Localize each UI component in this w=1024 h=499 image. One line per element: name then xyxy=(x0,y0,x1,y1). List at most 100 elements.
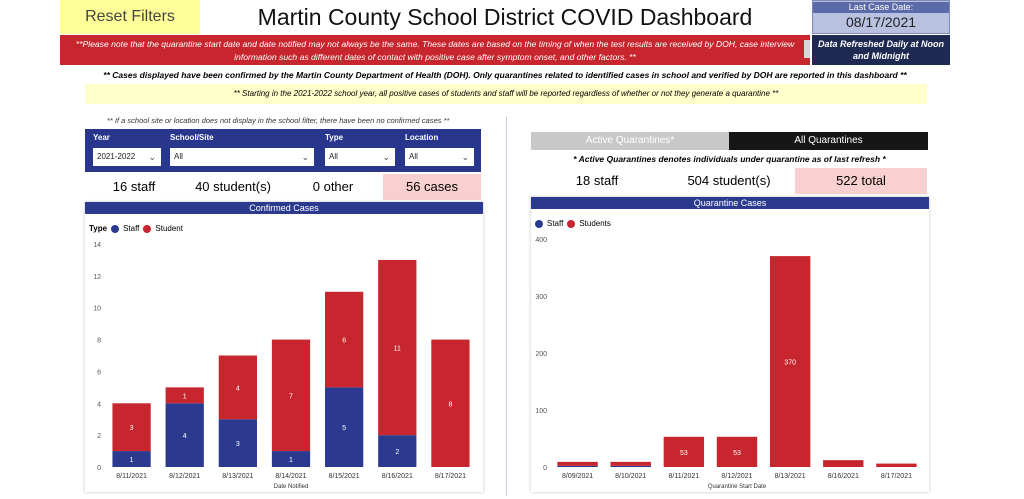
school-select[interactable]: All ⌄ xyxy=(170,148,314,166)
confirmed-cases-title: Confirmed Cases xyxy=(85,202,483,214)
bar-student xyxy=(112,403,151,452)
tab-all-quarantines[interactable]: All Quarantines xyxy=(729,132,928,150)
location-select-value: All xyxy=(409,152,418,161)
bar-student xyxy=(431,339,470,467)
x-axis-title: Quarantine Start Date xyxy=(708,484,767,490)
y-tick-label: 4 xyxy=(97,401,101,408)
chevron-down-icon: ⌄ xyxy=(382,152,390,162)
quarantine-cases-panel: Quarantine Cases Staff Students 0 100 200 3… xyxy=(531,197,929,492)
location-filter-label: Location xyxy=(405,133,439,142)
data-label: 370 xyxy=(784,360,796,367)
data-label: 4 xyxy=(183,433,187,440)
refresh-note: Data Refreshed Daily at Noon and Midnigh… xyxy=(812,35,950,65)
data-label: 53 xyxy=(733,450,741,457)
legend-title: Type xyxy=(89,224,108,233)
last-case-card: Last Case Date: 08/17/2021 xyxy=(812,0,950,34)
legend-students-label: Students xyxy=(579,219,611,228)
doh-note: ** Cases displayed have been confirmed b… xyxy=(103,70,907,80)
type-filter-label: Type xyxy=(325,133,344,142)
x-tick-label: 8/13/2021 xyxy=(222,473,253,480)
year-select-value: 2021-2022 xyxy=(97,152,136,161)
quarantine-staff-stat: 18 staff xyxy=(575,173,619,188)
school-year-note: ** Starting in the 2021-2022 school year… xyxy=(85,84,927,104)
x-tick-label: 8/13/2021 xyxy=(775,473,806,480)
last-case-label: Last Case Date: xyxy=(813,2,949,13)
confirmed-cases-legend: Type Staff Student xyxy=(89,224,183,233)
data-label: 11 xyxy=(394,346,401,353)
y-tick-label: 2 xyxy=(97,433,101,440)
quarantine-cases-chart: 0 100 200 300 400 8/09/2021 8/10/2021 53 8/11/20… xyxy=(535,237,917,490)
x-tick-label: 8/12/2021 xyxy=(169,473,200,480)
year-filter-label: Year xyxy=(93,133,110,142)
quarantine-date-banner: **Please note that the quarantine start … xyxy=(60,35,810,65)
legend-staff-label: Staff xyxy=(547,219,564,228)
page-title: Martin County School District COVID Dash… xyxy=(257,4,753,30)
y-tick-label: 8 xyxy=(97,338,101,345)
x-tick-label: 8/17/2021 xyxy=(435,473,466,480)
bar-students xyxy=(769,256,811,467)
location-filter: Location All ⌄ xyxy=(405,133,474,166)
bar-students xyxy=(716,436,758,467)
data-label: 53 xyxy=(680,450,688,457)
type-select-value: All xyxy=(329,152,338,161)
year-select[interactable]: 2021-2022 ⌄ xyxy=(93,148,161,166)
y-tick-label: 100 xyxy=(535,408,547,415)
school-select-value: All xyxy=(174,152,183,161)
tab-active-quarantines[interactable]: Active Quarantines* xyxy=(531,132,729,150)
bar-students xyxy=(823,460,864,467)
banner-scrollbar[interactable] xyxy=(804,40,810,58)
y-tick-label: 0 xyxy=(97,465,101,472)
x-tick-label: 8/16/2021 xyxy=(828,473,859,480)
y-tick-label: 12 xyxy=(93,274,101,281)
y-tick-label: 6 xyxy=(97,369,101,376)
x-axis-title: Date Notified xyxy=(274,484,309,490)
confirmed-cases-chart: 02468101214138/11/2021418/12/2021348/13/… xyxy=(93,242,470,490)
bar-staff xyxy=(271,451,311,467)
type-select[interactable]: All ⌄ xyxy=(325,148,395,166)
filter-bar: Year 2021-2022 ⌄ School/Site All ⌄ Type … xyxy=(85,129,481,172)
year-filter: Year 2021-2022 ⌄ xyxy=(93,133,161,166)
bar-student xyxy=(165,387,204,404)
chevron-down-icon: ⌄ xyxy=(301,152,309,162)
x-tick-label: 8/10/2021 xyxy=(615,473,646,480)
section-divider xyxy=(506,116,507,496)
x-tick-label: 8/15/2021 xyxy=(329,473,360,480)
data-label: 5 xyxy=(342,425,346,432)
bar-staff xyxy=(218,419,257,467)
cases-total-stat: 56 cases xyxy=(383,174,481,200)
school-filter: School/Site All ⌄ xyxy=(170,133,314,166)
data-label: 4 xyxy=(236,385,240,392)
quarantine-student-stat: 504 student(s) xyxy=(687,173,771,188)
location-select[interactable]: All ⌄ xyxy=(405,148,474,166)
legend-staff-dot xyxy=(111,224,120,233)
bar-students xyxy=(557,461,598,466)
y-tick-label: 400 xyxy=(535,237,547,244)
x-tick-label: 8/11/2021 xyxy=(116,473,147,480)
bar-students xyxy=(876,463,917,467)
x-tick-label: 8/11/2021 xyxy=(669,473,700,480)
bar-staff xyxy=(165,403,204,467)
legend-staff-label: Staff xyxy=(123,224,140,233)
y-tick-label: 0 xyxy=(543,465,547,472)
bar-student xyxy=(271,339,311,452)
bar-staff xyxy=(112,451,151,467)
x-tick-label: 8/16/2021 xyxy=(382,473,413,480)
school-filter-label: School/Site xyxy=(170,133,214,142)
bar-student xyxy=(378,259,417,436)
data-label: 3 xyxy=(130,425,134,432)
y-tick-label: 200 xyxy=(535,351,547,358)
data-label: 7 xyxy=(289,393,293,400)
x-tick-label: 8/12/2021 xyxy=(721,473,752,480)
y-tick-label: 14 xyxy=(93,242,101,249)
legend-students-dot xyxy=(567,219,576,228)
bar-student xyxy=(325,291,364,388)
active-quarantine-note: * Active Quarantines denotes individuals… xyxy=(573,154,886,164)
quarantine-total-stat: 522 total xyxy=(795,168,927,194)
legend-staff-dot xyxy=(535,219,543,228)
legend-student-dot xyxy=(143,224,152,233)
data-label: 1 xyxy=(183,393,187,400)
y-tick-label: 10 xyxy=(93,306,101,313)
reset-filters-button[interactable]: Reset Filters xyxy=(60,0,200,34)
cases-other-stat: 0 other xyxy=(312,179,354,194)
bar-students xyxy=(610,461,651,466)
